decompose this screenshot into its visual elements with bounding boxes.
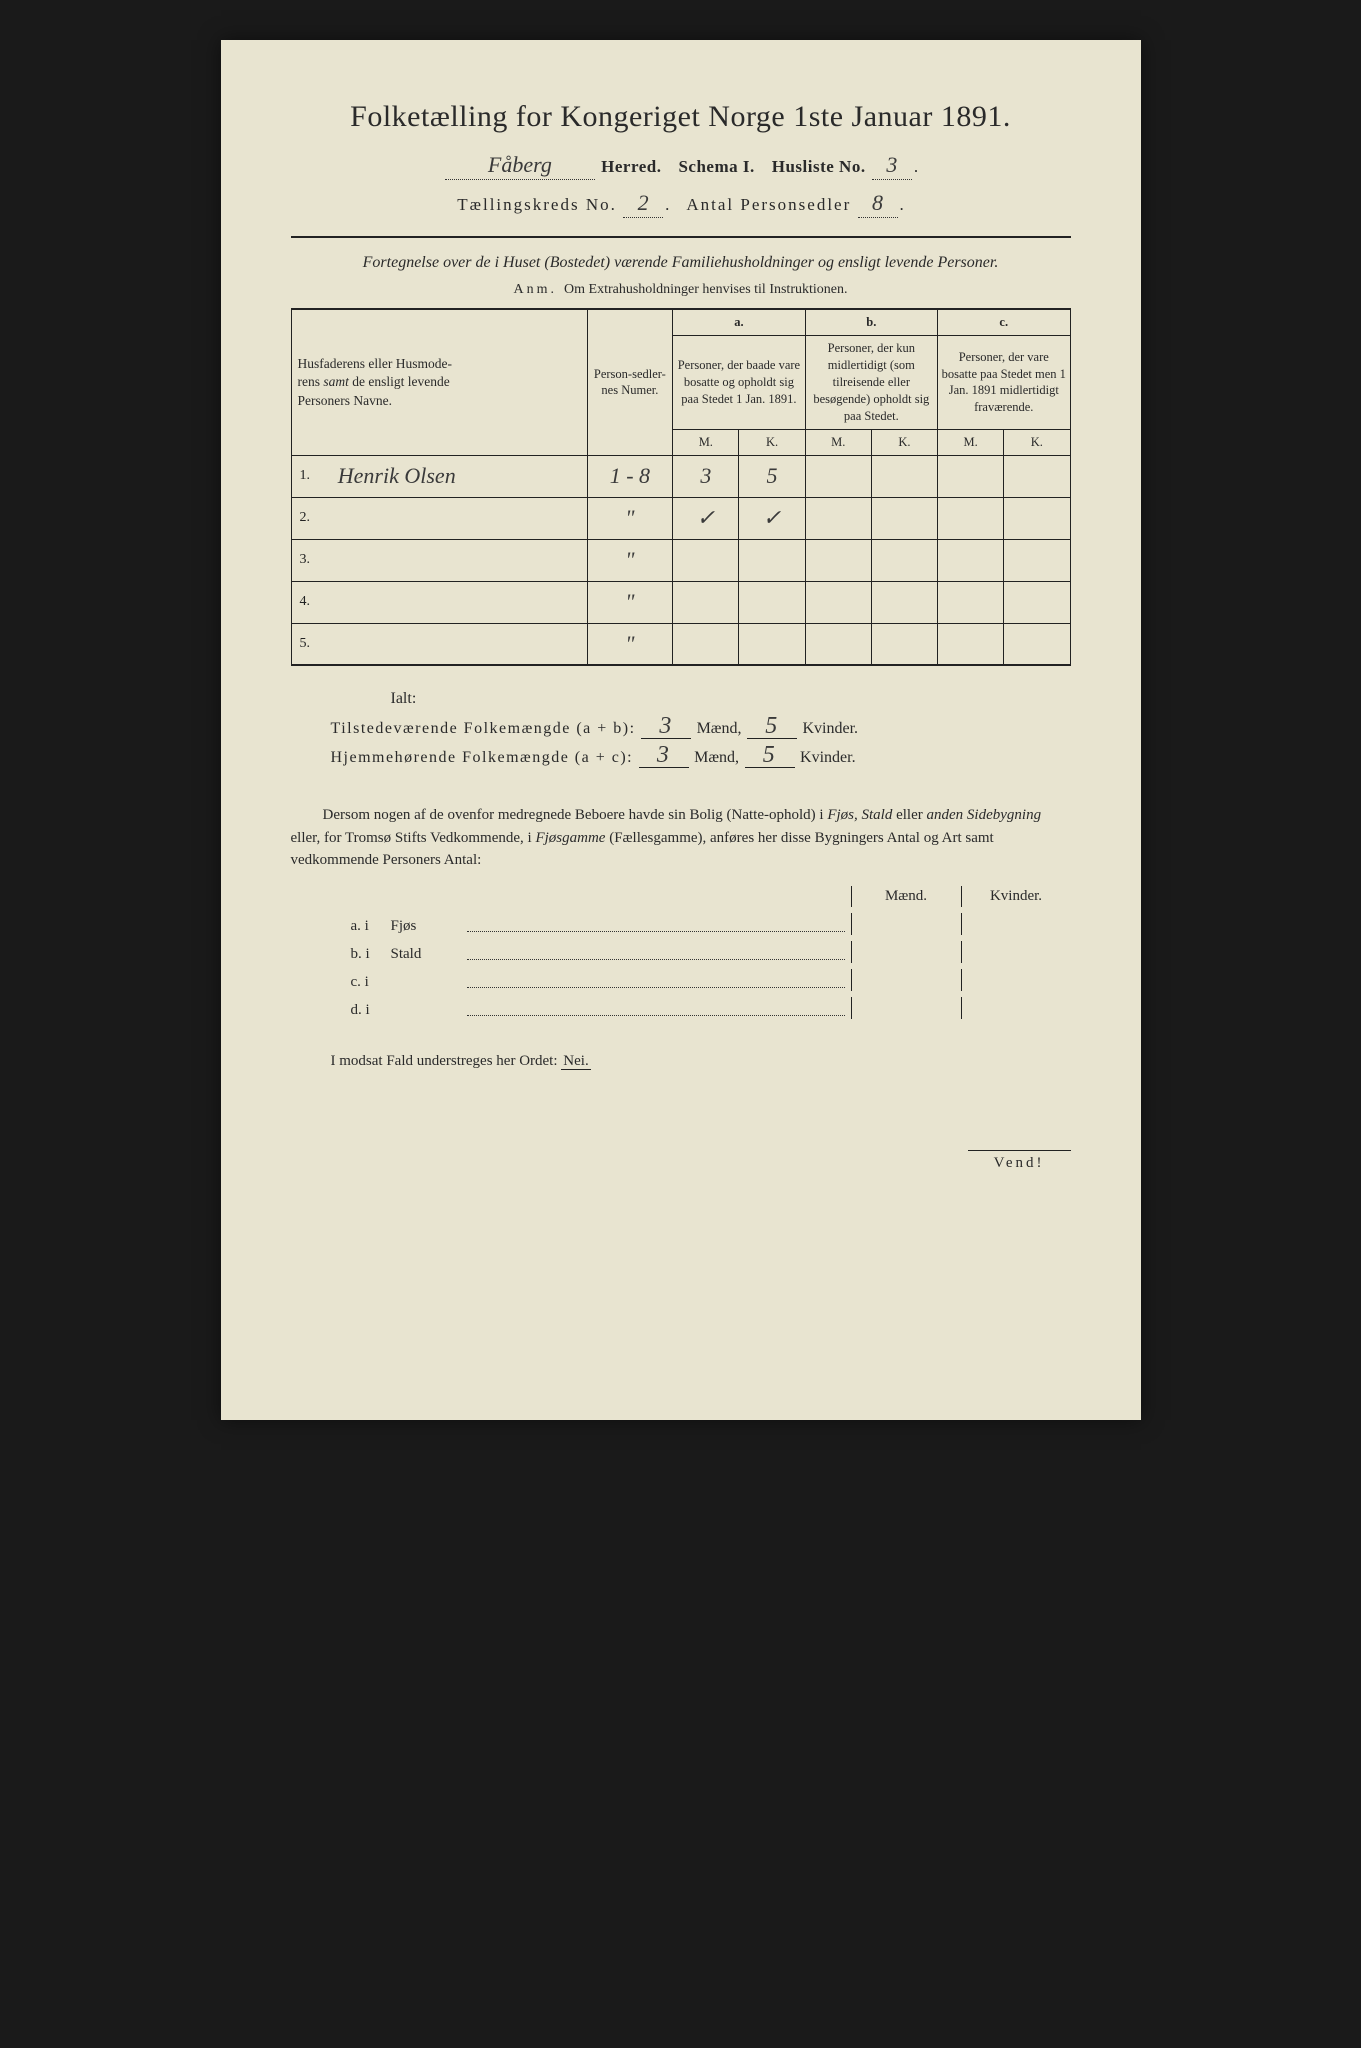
col-header-name: Husfaderens eller Husmode-rens samt de e… (291, 309, 587, 455)
table-row: 2. " ✓ ✓ (291, 497, 1070, 539)
col-c-k: K. (1004, 429, 1070, 455)
table-row: 3. " (291, 539, 1070, 581)
anm-label: Anm. (514, 282, 558, 297)
table-row: 1. Henrik Olsen 1 - 8 3 5 (291, 455, 1070, 497)
kreds-label: Tællingskreds No. (457, 195, 617, 214)
buildings-header: Mænd. Kvinder. (351, 886, 1071, 907)
page-title: Folketælling for Kongeriget Norge 1ste J… (291, 100, 1071, 134)
vend-text: Vend! (968, 1150, 1071, 1172)
col-b-m: M. (805, 429, 871, 455)
col-a-m: M. (673, 429, 739, 455)
husliste-value: 3 (872, 152, 912, 180)
antal-label: Antal Personsedler (686, 195, 851, 214)
husliste-label: Husliste No. (772, 157, 866, 176)
vend-block: Vend! (291, 1150, 1071, 1172)
col-c-m: M. (938, 429, 1004, 455)
anm-line: Anm. Om Extrahusholdninger henvises til … (291, 282, 1071, 298)
herred-label: Herred. (601, 157, 661, 176)
col-a-label: a. (673, 309, 805, 335)
census-table-body: 1. Henrik Olsen 1 - 8 3 5 2. " ✓ ✓ (291, 455, 1070, 665)
header-line-2: Tællingskreds No. 2. Antal Personsedler … (291, 190, 1071, 218)
line1-kvinder: 5 (747, 714, 797, 739)
kreds-value: 2 (623, 190, 663, 218)
col-b-text: Personer, der kun midlertidigt (som tilr… (805, 336, 937, 429)
herred-value: Fåberg (445, 152, 595, 180)
table-row: 5. " (291, 623, 1070, 665)
totals-row-2: Hjemmehørende Folkemængde (a + c): 3 Mæn… (331, 743, 1071, 768)
totals-row-1: Tilstedeværende Folkemængde (a + b): 3 M… (331, 714, 1071, 739)
col-a-text: Personer, der baade vare bosatte og opho… (673, 336, 805, 429)
divider (291, 236, 1071, 238)
antal-value: 8 (858, 190, 898, 218)
ialt-label: Ialt: (391, 690, 1071, 708)
buildings-maend-header: Mænd. (851, 886, 961, 907)
col-c-text: Personer, der vare bosatte paa Stedet me… (938, 336, 1070, 429)
building-row: d. i (351, 997, 1071, 1019)
col-a-k: K. (739, 429, 805, 455)
line1-maend: 3 (641, 714, 691, 739)
paragraph-text: Dersom nogen af de ovenfor medregnede Be… (291, 804, 1071, 872)
col-c-label: c. (938, 309, 1070, 335)
census-table: Husfaderens eller Husmode-rens samt de e… (291, 308, 1071, 666)
col-b-k: K. (871, 429, 937, 455)
col-header-num: Person-sedler-nes Numer. (587, 309, 673, 455)
footer-line: I modsat Fald understreges her Ordet: Ne… (331, 1053, 1071, 1070)
subtitle: Fortegnelse over de i Huset (Bostedet) v… (291, 252, 1071, 274)
header-line-1: Fåberg Herred. Schema I. Husliste No. 3. (291, 152, 1071, 180)
buildings-block: Mænd. Kvinder. a. i Fjøs b. i Stald c. i… (351, 886, 1071, 1019)
building-row: b. i Stald (351, 941, 1071, 963)
buildings-kvinder-header: Kvinder. (961, 886, 1071, 907)
nei-word: Nei. (561, 1053, 590, 1070)
schema-label: Schema I. (678, 157, 754, 176)
building-row: c. i (351, 969, 1071, 991)
census-form-page: Folketælling for Kongeriget Norge 1ste J… (221, 40, 1141, 1420)
line2-maend: 3 (639, 743, 689, 768)
building-row: a. i Fjøs (351, 913, 1071, 935)
table-row: 4. " (291, 581, 1070, 623)
anm-text: Om Extrahusholdninger henvises til Instr… (564, 282, 847, 297)
totals-block: Ialt: Tilstedeværende Folkemængde (a + b… (331, 690, 1071, 768)
col-b-label: b. (805, 309, 937, 335)
line2-kvinder: 5 (745, 743, 795, 768)
